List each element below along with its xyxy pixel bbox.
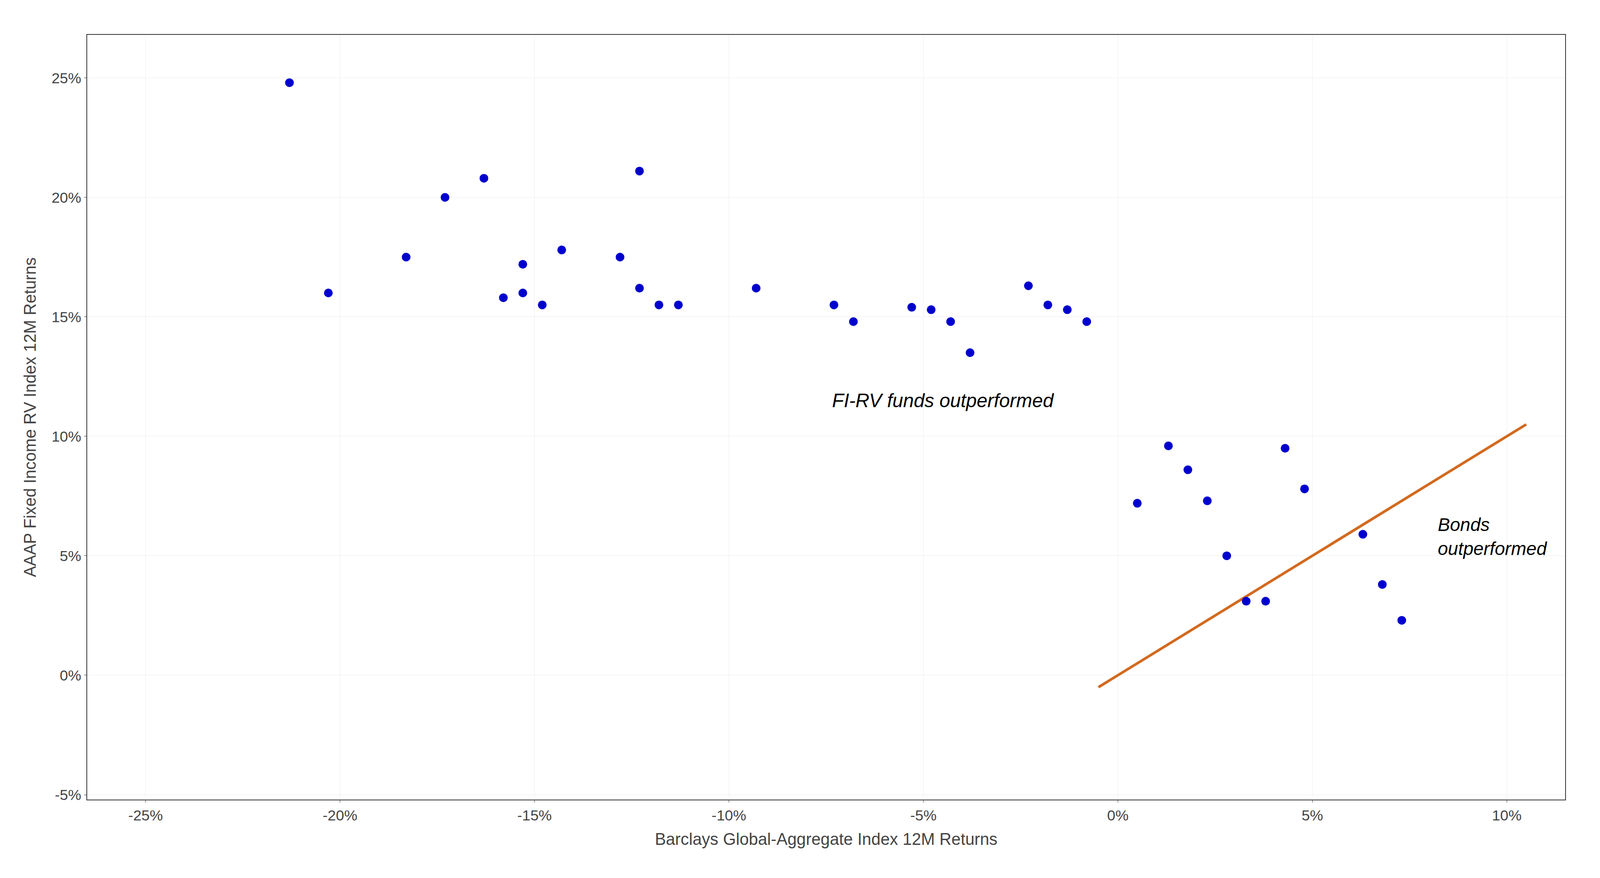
svg-text:-15%: -15% — [517, 807, 552, 824]
svg-text:15%: 15% — [51, 308, 82, 326]
svg-text:-25%: -25% — [128, 807, 163, 824]
svg-text:20%: 20% — [51, 189, 82, 206]
svg-text:10%: 10% — [1491, 807, 1522, 824]
svg-text:Bondsoutperformed: Bondsoutperformed — [1437, 514, 1548, 560]
svg-text:-20%: -20% — [322, 807, 358, 824]
svg-text:0%: 0% — [59, 667, 82, 684]
svg-text:25%: 25% — [51, 69, 82, 87]
svg-text:5%: 5% — [59, 547, 82, 565]
svg-text:-5%: -5% — [910, 807, 937, 824]
svg-text:FI-RV funds outperformed: FI-RV funds outperformed — [832, 389, 1055, 412]
svg-text:5%: 5% — [1301, 807, 1324, 824]
svg-text:-10%: -10% — [711, 807, 747, 824]
svg-text:0%: 0% — [1107, 807, 1129, 824]
svg-text:10%: 10% — [51, 428, 82, 445]
svg-text:Barclays Global-Aggregate Inde: Barclays Global-Aggregate Index 12M Retu… — [655, 830, 998, 849]
svg-text:AAAP Fixed Income RV Index 12M: AAAP Fixed Income RV Index 12M Returns — [20, 257, 40, 578]
svg-text:-5%: -5% — [54, 786, 82, 804]
